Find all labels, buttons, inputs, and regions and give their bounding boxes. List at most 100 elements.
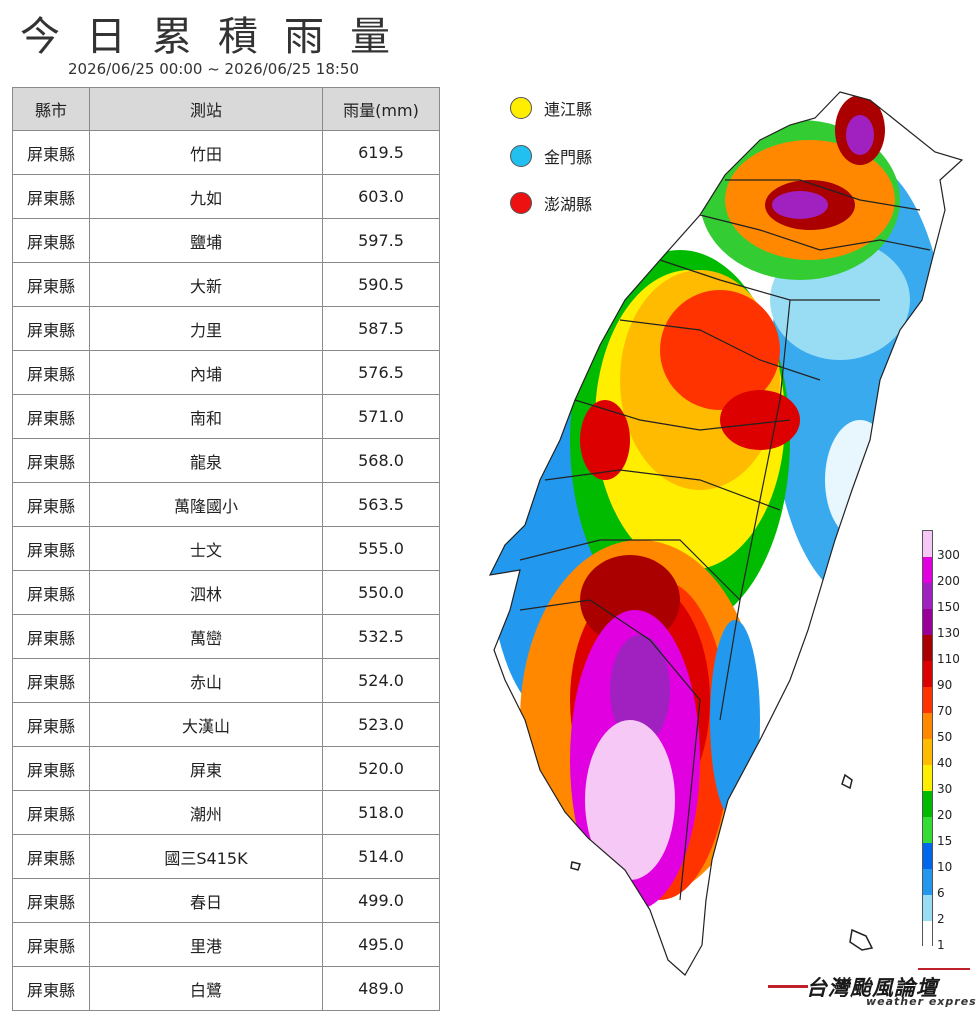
table-row: 屏東縣 白鷺 489.0 xyxy=(12,966,440,1011)
county-cell: 屏東縣 xyxy=(12,614,90,659)
colorbar-tick-label: 50 xyxy=(937,730,953,744)
colorbar-tick-label: 2 xyxy=(937,912,945,926)
county-cell: 屏東縣 xyxy=(12,438,90,483)
colorbar-tick-label: 6 xyxy=(937,886,945,900)
table-row: 屏東縣 潮州 518.0 xyxy=(12,790,440,835)
colorbar-tick-label: 1 xyxy=(937,938,945,952)
colorbar-segment xyxy=(923,609,932,636)
county-cell: 屏東縣 xyxy=(12,130,90,175)
colorbar-segment xyxy=(923,791,932,818)
colorbar-tick-label: 15 xyxy=(937,834,953,848)
kinmen-dot-icon xyxy=(510,145,532,167)
rainfall-colorbar xyxy=(922,530,933,948)
table-row: 屏東縣 大新 590.5 xyxy=(12,262,440,307)
colorbar-tick-label: 110 xyxy=(937,652,960,666)
station-cell: 赤山 xyxy=(89,658,323,703)
station-cell: 士文 xyxy=(89,526,323,571)
table-row: 屏東縣 士文 555.0 xyxy=(12,526,440,571)
colorbar-segment xyxy=(923,895,932,922)
county-cell: 屏東縣 xyxy=(12,526,90,571)
colorbar-segment xyxy=(923,765,932,792)
county-cell: 屏東縣 xyxy=(12,966,90,1011)
station-cell: 萬隆國小 xyxy=(89,482,323,527)
orchid-island xyxy=(849,928,874,951)
page-title: 今日累積雨量 xyxy=(20,14,416,60)
colorbar-segment xyxy=(923,921,932,948)
table-row: 屏東縣 竹田 619.5 xyxy=(12,130,440,175)
table-header-row: 縣市 測站 雨量(mm) xyxy=(12,87,440,131)
table-row: 屏東縣 萬隆國小 563.5 xyxy=(12,482,440,527)
station-cell: 白鷺 xyxy=(89,966,323,1011)
county-cell: 屏東縣 xyxy=(12,394,90,439)
station-cell: 大新 xyxy=(89,262,323,307)
table-row: 屏東縣 力里 587.5 xyxy=(12,306,440,351)
rainfall-cell: 619.5 xyxy=(322,130,440,175)
station-cell: 春日 xyxy=(89,878,323,923)
colorbar-segment xyxy=(923,713,932,740)
county-cell: 屏東縣 xyxy=(12,570,90,615)
brand-logo: 台灣颱風論壇 weather express xyxy=(768,960,976,1020)
station-cell: 南和 xyxy=(89,394,323,439)
station-cell: 力里 xyxy=(89,306,323,351)
rainfall-cell: 590.5 xyxy=(322,262,440,307)
liuqiu-island xyxy=(570,861,581,871)
colorbar-tick-label: 90 xyxy=(937,678,953,692)
legend-matsu: 連江縣 xyxy=(510,95,592,121)
colorbar-segment xyxy=(923,661,932,688)
brand-name: 台灣颱風論壇 xyxy=(806,976,938,1000)
table-row: 屏東縣 內埔 576.5 xyxy=(12,350,440,395)
green-island xyxy=(841,773,853,790)
station-cell: 大漢山 xyxy=(89,702,323,747)
table-row: 屏東縣 屏東 520.0 xyxy=(12,746,440,791)
table-row: 屏東縣 大漢山 523.0 xyxy=(12,702,440,747)
station-cell: 里港 xyxy=(89,922,323,967)
colorbar-segment xyxy=(923,583,932,610)
rainfall-cell: 587.5 xyxy=(322,306,440,351)
county-cell: 屏東縣 xyxy=(12,702,90,747)
rainfall-cell: 532.5 xyxy=(322,614,440,659)
station-cell: 屏東 xyxy=(89,746,323,791)
table-row: 屏東縣 赤山 524.0 xyxy=(12,658,440,703)
county-cell: 屏東縣 xyxy=(12,922,90,967)
county-cell: 屏東縣 xyxy=(12,790,90,835)
colorbar-tick-label: 20 xyxy=(937,808,953,822)
penghu-dot-icon xyxy=(510,192,532,214)
colorbar-tick-label: 10 xyxy=(937,860,953,874)
table-row: 屏東縣 國三S415K 514.0 xyxy=(12,834,440,879)
rainfall-cell: 555.0 xyxy=(322,526,440,571)
county-cell: 屏東縣 xyxy=(12,218,90,263)
station-cell: 萬巒 xyxy=(89,614,323,659)
logo-red-line-2 xyxy=(918,968,970,970)
header-county: 縣市 xyxy=(12,87,90,131)
colorbar-segment xyxy=(923,869,932,896)
table-row: 屏東縣 春日 499.0 xyxy=(12,878,440,923)
rainfall-cell: 568.0 xyxy=(322,438,440,483)
rainfall-cell: 489.0 xyxy=(322,966,440,1011)
colorbar-segment xyxy=(923,739,932,766)
county-cell: 屏東縣 xyxy=(12,834,90,879)
table-row: 屏東縣 里港 495.0 xyxy=(12,922,440,967)
legend-penghu: 澎湖縣 xyxy=(510,190,592,216)
rainfall-cell: 563.5 xyxy=(322,482,440,527)
station-cell: 九如 xyxy=(89,174,323,219)
colorbar-segment xyxy=(923,531,932,558)
table-row: 屏東縣 龍泉 568.0 xyxy=(12,438,440,483)
colorbar-tick-label: 150 xyxy=(937,600,960,614)
rainfall-cell: 518.0 xyxy=(322,790,440,835)
colorbar-segment xyxy=(923,817,932,844)
colorbar-tick-label: 40 xyxy=(937,756,953,770)
county-cell: 屏東縣 xyxy=(12,746,90,791)
station-cell: 泗林 xyxy=(89,570,323,615)
colorbar-tick-label: 70 xyxy=(937,704,953,718)
colorbar-segment xyxy=(923,843,932,870)
rainfall-cell: 499.0 xyxy=(322,878,440,923)
station-cell: 內埔 xyxy=(89,350,323,395)
county-cell: 屏東縣 xyxy=(12,658,90,703)
colorbar-tick-label: 200 xyxy=(937,574,960,588)
station-cell: 國三S415K xyxy=(89,834,323,879)
brand-subtitle: weather express xyxy=(866,995,976,1008)
rainfall-fill xyxy=(490,92,962,975)
logo-red-line xyxy=(768,985,808,988)
colorbar-tick-label: 30 xyxy=(937,782,953,796)
